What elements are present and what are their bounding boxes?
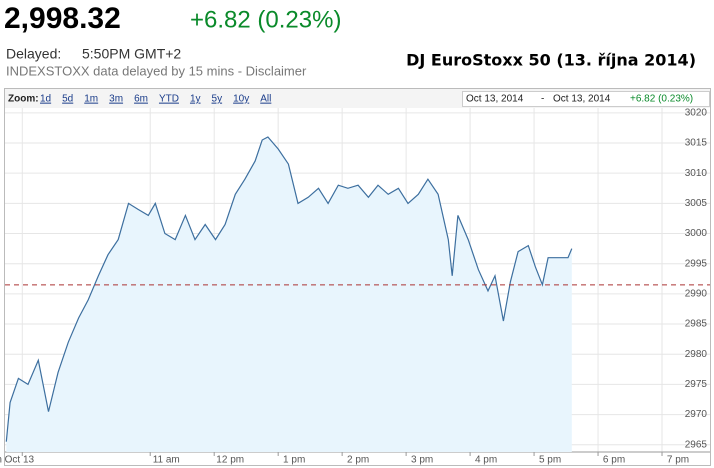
delayed-time: 5:50PM GMT+2 [82,46,181,62]
zoom-option[interactable]: 1y [190,94,201,105]
price-line [5,136,573,442]
x-tick-label: 6 pm [603,455,625,466]
range-change: +6.82 (0.23%) [630,94,693,105]
zoom-option[interactable]: All [260,94,271,105]
x-tick-label: 11 am [153,455,180,466]
y-tick-label: 2985 [685,319,708,330]
y-tick-label: 2965 [685,439,708,450]
y-tick-label: 2990 [685,289,708,300]
y-tick-label: 2980 [685,349,708,360]
x-tick-label: 4 pm [475,455,497,466]
date-from: Oct 13, 2014 [466,94,524,105]
delayed-label: Delayed: [6,46,61,62]
y-tick-label: 3000 [685,228,708,239]
zoom-option[interactable]: 3m [109,94,123,105]
y-tick-label: 2970 [685,409,708,420]
zoom-option[interactable]: 10y [233,94,249,105]
y-tick-label: 2975 [685,379,708,390]
date-to: Oct 13, 2014 [553,94,611,105]
x-tick-label: Mon Oct 13 [0,455,35,466]
zoom-option[interactable]: 6m [134,94,148,105]
x-tick-label: 12 pm [216,455,244,466]
chart-title: DJ EuroStoxx 50 (13. října 2014) [406,51,696,70]
x-tick-label: 7 pm [667,455,689,466]
x-tick-label: 2 pm [347,455,369,466]
zoom-label: Zoom: [8,94,39,105]
y-tick-label: 3020 [685,107,708,118]
zoom-options: 1d 5d 1m 3m 6m YTD 1y 5y 10y All [40,94,271,105]
plot: 2965 2970 2975 2980 2985 2990 2995 3000 3005 3010… [0,107,710,466]
zoom-option[interactable]: YTD [159,94,179,105]
zoom-option[interactable]: 1d [40,94,51,105]
zoom-option[interactable]: 5y [212,94,223,105]
x-tick-label: 1 pm [283,455,305,466]
zoom-option[interactable]: 1m [84,94,98,105]
y-tick-label: 2995 [685,258,708,269]
date-separator: - [541,94,544,105]
y-tick-label: 3015 [685,138,708,149]
price: 2,998.32 [4,2,121,35]
y-tick-label: 3005 [685,198,708,209]
delay-note[interactable]: INDEXSTOXX data delayed by 15 mins - Dis… [6,63,307,78]
date-range [462,91,710,107]
x-tick-label: 3 pm [411,455,433,466]
zoom-option[interactable]: 5d [62,94,73,105]
change: +6.82 (0.23%) [190,6,341,33]
x-tick-label: 5 pm [539,455,561,466]
y-tick-label: 3010 [685,168,708,179]
area [6,137,572,452]
